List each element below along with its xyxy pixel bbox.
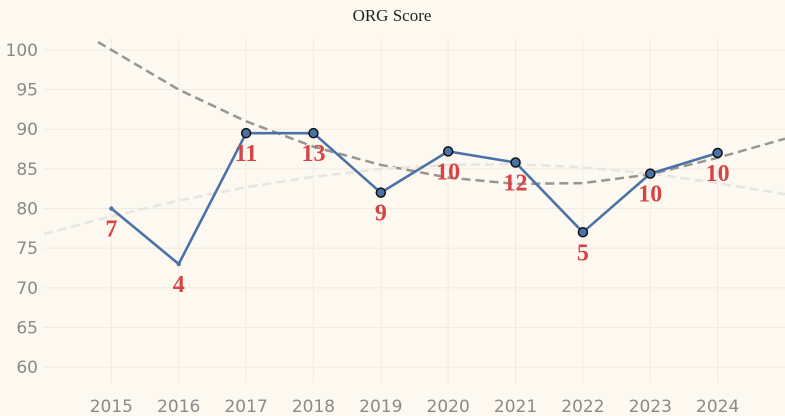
x-tick-label: 2015	[90, 397, 133, 416]
data-point	[308, 127, 319, 139]
x-tick-label: 2018	[292, 397, 335, 416]
x-tick-label: 2021	[494, 397, 537, 416]
y-tick-label: 85	[16, 160, 38, 180]
data-point	[645, 168, 656, 179]
data-point	[240, 127, 252, 139]
data-labels: 7 4 11 13 9 10 12 5 10 10	[105, 141, 729, 298]
data-label: 10	[638, 182, 662, 208]
data-label: 13	[301, 141, 325, 167]
trend-line-1	[97, 40, 785, 186]
x-tick-label: 2023	[629, 397, 672, 416]
data-label: 4	[173, 272, 185, 298]
data-point	[176, 261, 181, 267]
x-tick-label: 2016	[157, 397, 200, 416]
y-tick-label: 100	[6, 41, 38, 61]
y-tick-label: 70	[16, 279, 38, 299]
data-point	[577, 227, 589, 238]
y-tick-label: 65	[16, 318, 38, 338]
data-label: 12	[504, 171, 528, 197]
y-tick-label: 90	[16, 120, 38, 140]
trend-line-2	[43, 162, 785, 236]
data-point	[442, 146, 454, 157]
x-tick-label: 2022	[561, 397, 604, 416]
y-tick-label: 60	[16, 358, 38, 378]
trend-lines	[43, 40, 785, 236]
data-label: 7	[105, 217, 117, 243]
y-tick-label: 95	[16, 81, 38, 101]
y-tick-label: 80	[16, 200, 38, 220]
data-point	[510, 157, 521, 168]
data-point	[109, 206, 114, 211]
x-tick-label: 2020	[427, 397, 470, 416]
x-tick-label: 2019	[359, 397, 402, 416]
data-label: 11	[235, 141, 258, 167]
y-tick-label: 75	[16, 239, 38, 259]
y-axis-ticks: 60 65 70 75 80 85 90 95 100	[6, 41, 38, 378]
chart-title: ORG Score	[353, 6, 432, 25]
x-tick-label: 2024	[696, 397, 739, 416]
x-axis-ticks: 2015 2016 2017 2018 2019 2020 2021 2022 2023 2024	[90, 397, 740, 416]
series-line	[110, 131, 718, 266]
series-line-1	[110, 131, 718, 266]
data-label: 5	[577, 240, 589, 266]
data-label: 10	[436, 159, 460, 185]
data-label: 9	[375, 201, 387, 227]
x-tick-label: 2017	[224, 397, 267, 416]
data-label: 10	[706, 161, 730, 187]
data-point	[712, 147, 723, 159]
data-points	[109, 127, 723, 267]
grid-lines	[44, 38, 785, 383]
data-point	[375, 187, 387, 198]
